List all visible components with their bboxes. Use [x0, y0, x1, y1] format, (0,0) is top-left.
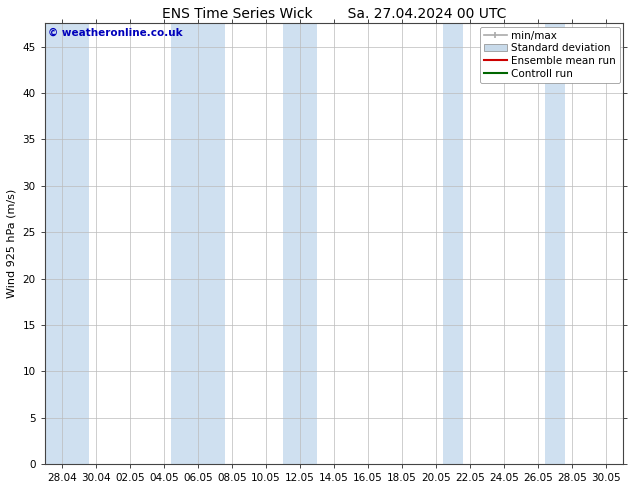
Bar: [443, 24, 463, 464]
Y-axis label: Wind 925 hPa (m/s): Wind 925 hPa (m/s): [7, 189, 17, 298]
Title: ENS Time Series Wick        Sa. 27.04.2024 00 UTC: ENS Time Series Wick Sa. 27.04.2024 00 U…: [162, 7, 506, 21]
Legend: min/max, Standard deviation, Ensemble mean run, Controll run: min/max, Standard deviation, Ensemble me…: [479, 26, 620, 83]
Bar: [45, 24, 89, 464]
Bar: [545, 24, 565, 464]
Text: © weatheronline.co.uk: © weatheronline.co.uk: [48, 28, 183, 38]
Bar: [171, 24, 225, 464]
Bar: [283, 24, 317, 464]
